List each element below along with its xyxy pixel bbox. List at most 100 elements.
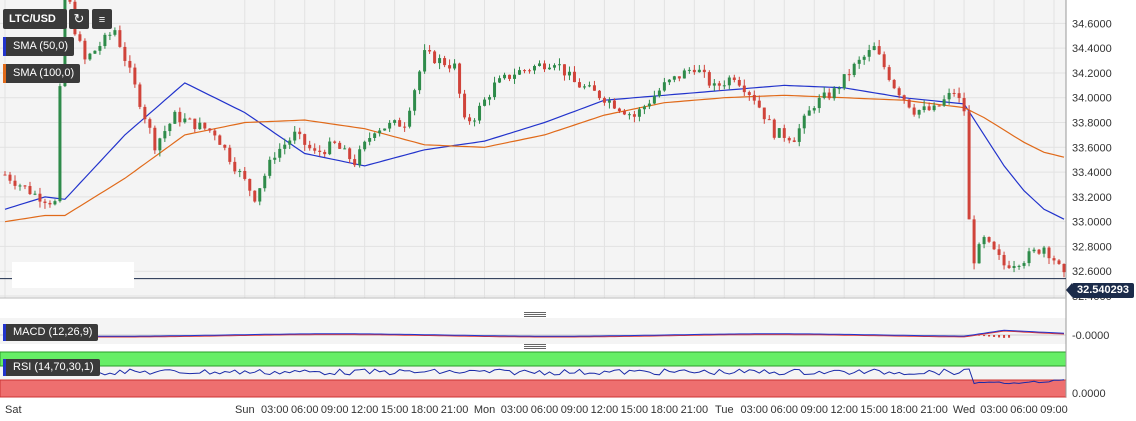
rsi-resize-handle[interactable] [524, 343, 546, 351]
candle-body [303, 134, 307, 145]
candle-body [218, 135, 222, 145]
sma50-legend[interactable]: SMA (50,0) [3, 37, 75, 56]
candle-body [1007, 265, 1011, 268]
candle-body [682, 70, 686, 79]
candle-body [982, 237, 986, 245]
bars-icon: ≡ [98, 14, 106, 26]
candle-body [762, 107, 766, 120]
candle-body [318, 150, 322, 152]
time-tick-label: 03:00 [501, 404, 529, 416]
candle-body [972, 219, 976, 264]
sma50-label: SMA (50,0) [13, 40, 69, 52]
candle-body [478, 105, 482, 121]
candle-body [38, 193, 42, 202]
candle-body [557, 64, 561, 66]
candle-body [807, 110, 811, 116]
candle-body [987, 237, 991, 242]
candle-body [752, 94, 756, 101]
candle-body [652, 96, 656, 104]
time-tick-label: 03:00 [261, 404, 289, 416]
candle-body [997, 249, 1001, 255]
sma50-swatch [3, 37, 6, 56]
macd-tick-label: -0.0000 [1072, 330, 1109, 342]
candle-body [93, 50, 97, 54]
candle-body [952, 92, 956, 94]
candle-body [298, 131, 302, 135]
candle-body [513, 74, 517, 79]
rsi-tick-label: 0.0000 [1072, 388, 1106, 400]
candle-body [957, 93, 961, 99]
candle-body [592, 85, 596, 91]
time-tick-label: 12:00 [830, 404, 858, 416]
candle-body [702, 69, 706, 73]
candle-body [388, 122, 392, 129]
candle-body [1052, 258, 1056, 261]
candle-body [33, 193, 37, 195]
refresh-button[interactable]: ↻ [69, 9, 89, 29]
price-tick-label: 33.0000 [1072, 217, 1112, 229]
macd-legend[interactable]: MACD (12,26,9) [3, 324, 99, 341]
candle-body [697, 69, 701, 73]
candle-body [852, 63, 856, 76]
candle-body [1002, 254, 1006, 266]
price-tick-label: 33.4000 [1072, 167, 1112, 179]
candle-body [1012, 266, 1016, 268]
candle-body [168, 123, 172, 132]
candle-body [1047, 247, 1051, 259]
candle-body [13, 180, 17, 186]
rsi-legend[interactable]: RSI (14,70,30,1) [3, 359, 100, 376]
candle-body [737, 79, 741, 86]
macd-hist-bar [978, 335, 981, 336]
candle-body [343, 148, 347, 150]
candle-body [383, 128, 387, 131]
time-tick-label: 06:00 [291, 404, 319, 416]
candle-body [572, 71, 576, 83]
candle-body [308, 144, 312, 149]
macd-hist-bar [983, 335, 986, 337]
candle-body [747, 92, 751, 95]
macd-hist-bar [988, 335, 991, 337]
time-tick-label: 18:00 [890, 404, 918, 416]
macd-signal-line [4, 330, 1065, 338]
candle-body [118, 30, 122, 47]
candle-body [338, 142, 342, 149]
rsi-overbought-zone [0, 351, 1067, 367]
settings-button[interactable]: ≡ [92, 9, 112, 29]
candle-body [153, 127, 157, 151]
macd-hist-bar [1008, 335, 1011, 338]
time-tick-label: 15:00 [381, 404, 409, 416]
candle-body [23, 185, 27, 187]
candle-body [602, 98, 606, 103]
price-tick-label: 33.2000 [1072, 192, 1112, 204]
candle-body [313, 148, 317, 151]
candle-body [193, 118, 197, 130]
candle-body [28, 186, 32, 195]
candle-body [148, 119, 152, 128]
candle-body [977, 244, 981, 264]
time-tick-label: 06:00 [770, 404, 798, 416]
time-tick-label: 03:00 [980, 404, 1008, 416]
candle-body [657, 90, 661, 97]
candle-body [208, 128, 212, 131]
candle-body [533, 65, 536, 71]
macd-hist-bar [998, 335, 1001, 338]
candle-body [253, 190, 257, 202]
symbol-label[interactable]: LTC/USD [3, 9, 67, 29]
candle-body [293, 131, 297, 141]
macd-resize-handle[interactable] [524, 311, 546, 319]
candle-body [857, 59, 861, 64]
candle-body [138, 84, 142, 107]
candle-body [1032, 249, 1036, 252]
candle-body [862, 56, 866, 60]
candle-body [642, 106, 646, 110]
candle-body [992, 241, 996, 250]
sma100-legend[interactable]: SMA (100,0) [3, 64, 81, 83]
candle-body [3, 174, 7, 176]
candle-body [373, 133, 377, 139]
candle-body [847, 74, 851, 76]
candle-body [528, 70, 532, 72]
price-tick-label: 33.6000 [1072, 142, 1112, 154]
candle-body [547, 67, 551, 70]
candle-body [822, 92, 826, 98]
